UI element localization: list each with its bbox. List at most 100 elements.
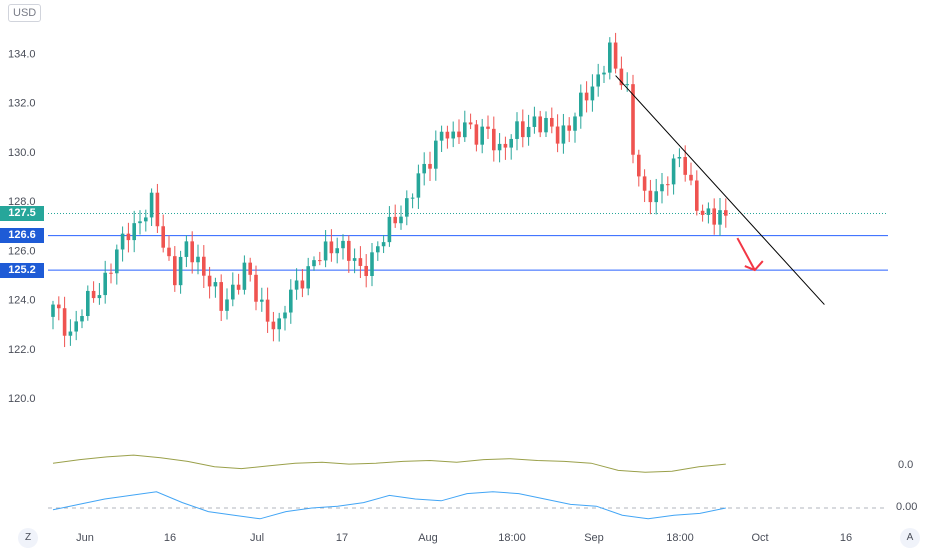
x-tick-label: Oct	[751, 532, 768, 544]
candle-up	[289, 289, 293, 313]
candle-up	[242, 262, 247, 290]
candle-down	[567, 125, 571, 131]
trendline	[615, 75, 825, 305]
x-tick-label: 18:00	[666, 532, 694, 544]
candle-up	[573, 116, 577, 131]
candle-up	[706, 208, 711, 215]
candle-up	[596, 74, 600, 87]
x-tick-label: 17	[336, 532, 348, 544]
x-tick-label: Aug	[418, 532, 438, 544]
candle-down	[712, 208, 716, 225]
candle-down	[648, 190, 653, 203]
candle-down	[486, 126, 490, 129]
x-tick-label: Jul	[250, 532, 264, 544]
candle-up	[602, 72, 606, 75]
candle-up	[341, 240, 345, 249]
candle-down	[631, 84, 635, 155]
forecast-arrow	[736, 237, 756, 271]
price-tag: 125.2	[0, 262, 44, 278]
candle-down	[613, 42, 618, 69]
y-tick-label: 130.0	[8, 147, 36, 159]
candle-down	[584, 92, 589, 101]
candle-up	[410, 197, 415, 199]
oscillator-1-line	[52, 454, 726, 473]
auto-scale-button[interactable]: A	[900, 528, 920, 548]
candle-up	[97, 295, 102, 299]
candle-up	[260, 299, 264, 302]
candle-up	[149, 192, 154, 218]
candle-down	[637, 154, 641, 177]
candle-up	[451, 131, 455, 139]
candle-down	[57, 304, 61, 309]
candle-down	[248, 262, 252, 275]
candle-down	[364, 265, 368, 276]
candle-up	[323, 241, 328, 261]
candle-down	[236, 284, 241, 290]
candle-down	[393, 216, 397, 224]
candle-up	[213, 282, 218, 287]
candle-up	[671, 158, 676, 185]
x-tick-label: 16	[164, 532, 176, 544]
candle-down	[683, 156, 687, 175]
candle-down	[190, 241, 194, 263]
candle-down	[695, 180, 699, 211]
candle-up	[625, 84, 629, 86]
candle-up	[561, 125, 566, 144]
candle-down	[254, 274, 258, 302]
candle-up	[434, 140, 438, 169]
candle-up	[608, 42, 612, 73]
candle-down	[358, 258, 363, 266]
candle-up	[422, 163, 426, 174]
candle-up	[387, 216, 392, 243]
candle-up	[376, 246, 380, 253]
candle-down	[521, 121, 525, 138]
candle-up	[178, 256, 183, 286]
candle-up	[74, 321, 78, 332]
candle-down	[538, 116, 542, 133]
candle-down	[724, 210, 728, 216]
oscillator-2-line	[52, 491, 726, 520]
candle-down	[126, 233, 131, 241]
candle-down	[329, 241, 334, 254]
candle-down	[207, 275, 212, 287]
candle-up	[532, 116, 537, 127]
candle-down	[468, 122, 473, 125]
currency-label[interactable]: USD	[8, 4, 42, 22]
candle-up	[144, 217, 148, 222]
candle-up	[579, 92, 583, 117]
candle-down	[161, 226, 165, 248]
candle-up	[381, 242, 386, 247]
y-tick-label: 124.0	[8, 295, 36, 307]
candle-down	[155, 192, 160, 227]
candle-down	[492, 128, 496, 151]
candle-down	[474, 124, 479, 145]
candle-down	[91, 290, 96, 299]
candle-up	[80, 316, 84, 322]
candle-up	[283, 312, 287, 319]
candle-up	[184, 241, 189, 257]
candle-down	[219, 282, 223, 311]
candle-up	[480, 126, 484, 145]
candle-up	[405, 198, 409, 217]
zoom-z-button[interactable]: Z	[18, 528, 38, 548]
candle-down	[700, 210, 705, 215]
oscillator-2-zero-label: 0.00	[896, 501, 918, 513]
candle-up	[335, 248, 339, 254]
price-tag: 127.5	[0, 205, 44, 221]
candle-down	[62, 308, 67, 336]
x-tick-label: 16	[840, 532, 852, 544]
candle-down	[666, 184, 670, 186]
candle-down	[642, 176, 647, 191]
candle-up	[352, 258, 357, 261]
candle-down	[457, 131, 461, 138]
candle-up	[196, 256, 200, 263]
y-tick-label: 132.0	[8, 98, 36, 110]
candle-up	[277, 318, 281, 330]
candle-up	[225, 299, 229, 311]
candle-up	[660, 184, 664, 192]
candle-down	[619, 68, 624, 86]
candle-down	[428, 163, 432, 169]
candle-up	[544, 117, 548, 133]
candle-up	[718, 210, 722, 225]
